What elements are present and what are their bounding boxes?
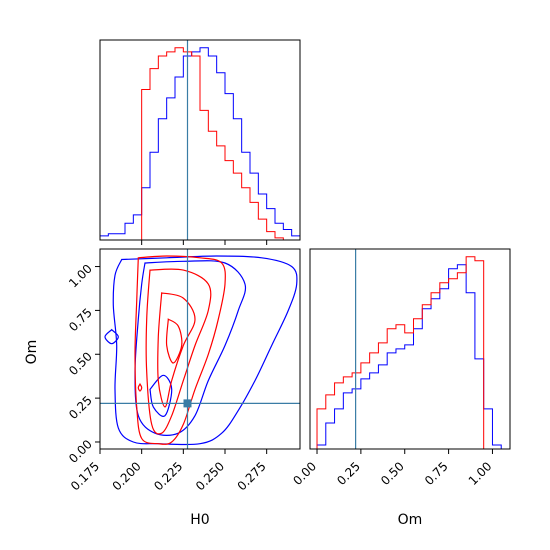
om-x-tick-label: 0.75 (422, 459, 451, 488)
joint-truth-marker (183, 399, 192, 408)
om-y-tick-label: 0.75 (66, 305, 95, 334)
joint-frame (99, 248, 301, 450)
h0-x-tick-label: 0.200 (110, 459, 144, 493)
om-x-tick-label: 0.50 (378, 459, 407, 488)
panel-h0-frame (99, 39, 301, 241)
h0-x-tick-label: 0.175 (68, 459, 102, 493)
om-axis-label: Om (24, 340, 40, 365)
panel-h0-hist-series-0 (100, 47, 300, 240)
om-marginal-panel (309, 248, 511, 454)
h0-x-tick-label: 0.275 (235, 459, 269, 493)
contour-series-1-level-2 (157, 292, 196, 408)
om-y-tick-label: 0.25 (66, 393, 95, 422)
om-x-tick-label: 1.00 (466, 459, 495, 488)
om-x-tick-label: 0.00 (290, 459, 319, 488)
h0-x-tick-labels: 0.175 0.200 0.225 0.250 0.275 (68, 459, 269, 493)
om-x-tick-labels: 0.00 0.25 0.50 0.75 1.00 (290, 459, 494, 488)
om-x-tick-label: 0.25 (334, 459, 363, 488)
contour-series-0-level-2 (104, 328, 119, 345)
contour-series-1-level-1 (145, 268, 212, 435)
h0-axis-label: H0 (190, 512, 209, 528)
contour-series-0-level-1 (134, 260, 247, 436)
contour-series-1-level-3 (165, 318, 183, 364)
panel-om-hist-series-1 (316, 256, 510, 449)
panel-h0-hist-series-1 (100, 47, 300, 240)
om-y-tick-label: 0.50 (66, 349, 95, 378)
contour-series-0-level-0 (112, 255, 298, 446)
contour-series-1-level-0 (134, 255, 226, 445)
h0-om-contour-panel (95, 248, 301, 454)
om-y-tick-label: 1.00 (66, 262, 95, 291)
h0-x-tick-label: 0.250 (193, 459, 227, 493)
h0-x-tick-label: 0.225 (151, 459, 185, 493)
om-marginal-axis-label: Om (398, 512, 423, 528)
om-y-tick-labels: 0.000.250.500.751.00 (66, 262, 95, 466)
contour-series-1-level-4 (137, 382, 143, 392)
h0-marginal-panel (99, 39, 301, 245)
panel-om-hist-series-0 (316, 264, 510, 449)
panel-om-frame (309, 248, 511, 450)
